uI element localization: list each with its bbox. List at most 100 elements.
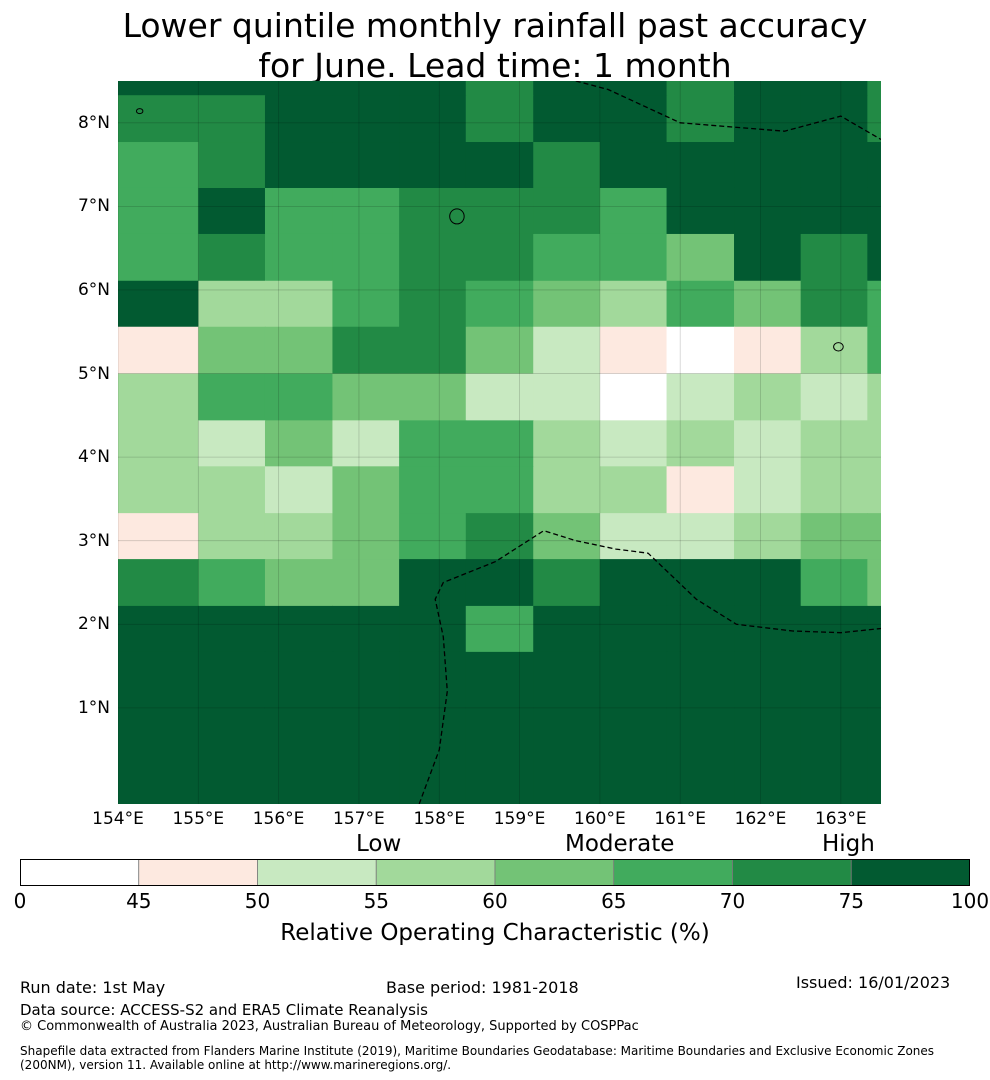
- shapefile-credit-line-2: (200NM), version 11. Available online at…: [20, 1058, 452, 1072]
- colorbar-segment: [138, 859, 258, 886]
- category-moderate-label: Moderate: [565, 831, 675, 857]
- colorbar-segment: [20, 859, 140, 886]
- grid-cell: [599, 326, 668, 375]
- grid-cell: [666, 651, 735, 804]
- grid-cell: [800, 373, 868, 421]
- grid-cell: [399, 233, 467, 282]
- grid-cell: [533, 233, 601, 282]
- grid-cell: [867, 513, 881, 560]
- grid-cell: [867, 559, 881, 607]
- grid-cell: [867, 605, 881, 653]
- longitude-label: 162°E: [734, 809, 787, 829]
- grid-cell: [332, 651, 400, 804]
- island-outline: [135, 108, 144, 115]
- island-outline: [449, 208, 465, 225]
- grid-cell: [734, 373, 802, 421]
- grid-cell: [465, 280, 534, 328]
- grid-cell: [198, 513, 266, 560]
- grid-cell: [666, 373, 735, 421]
- colorbar-tick-label: 50: [244, 889, 271, 913]
- latitude-label: 5°N: [77, 363, 110, 384]
- grid-cell: [867, 420, 881, 467]
- longitude-label: 157°E: [333, 809, 385, 829]
- grid-cell: [867, 326, 881, 375]
- grid-cell: [198, 81, 266, 96]
- map-canvas: [118, 81, 881, 804]
- eez-boundary: [418, 529, 881, 804]
- grid-cell: [666, 513, 735, 560]
- grid-cell: [533, 95, 601, 143]
- grid-cell: [734, 233, 802, 282]
- grid-cell: [867, 187, 881, 235]
- grid-cell: [867, 95, 881, 143]
- grid-cell: [264, 420, 334, 467]
- grid-cell: [264, 280, 334, 328]
- grid-cell: [666, 466, 735, 514]
- grid-cell: [666, 605, 735, 653]
- grid-cell: [264, 233, 334, 282]
- grid-cell: [599, 142, 668, 189]
- colorbar-border: [20, 859, 970, 886]
- grid-cell: [399, 559, 467, 607]
- grid-cell: [867, 233, 881, 282]
- grid-cell: [734, 187, 802, 235]
- grid-cell: [599, 651, 668, 804]
- longitude-label: 159°E: [493, 809, 546, 829]
- grid-cell: [734, 326, 802, 375]
- grid-cell: [800, 466, 868, 514]
- grid-cell: [867, 280, 881, 328]
- grid-cell: [599, 420, 668, 467]
- grid-cell: [332, 95, 400, 143]
- grid-cell: [666, 95, 735, 143]
- grid-cell: [264, 373, 334, 421]
- latitude-label: 2°N: [77, 614, 110, 635]
- grid-cell: [399, 651, 467, 804]
- grid-cell: [800, 326, 868, 375]
- grid-cell: [599, 373, 668, 421]
- longitude-label: 158°E: [413, 809, 466, 829]
- grid-cell: [264, 513, 334, 560]
- grid-cell: [332, 233, 400, 282]
- grid-cell: [533, 187, 601, 235]
- grid-cell: [465, 233, 534, 282]
- latitude-label: 3°N: [77, 530, 110, 551]
- grid-cell: [399, 513, 467, 560]
- colorbar-tick-label: 0: [13, 889, 27, 913]
- colorbar-segment: [613, 859, 733, 886]
- colorbar-segment: [375, 859, 496, 886]
- grid-cell: [118, 326, 199, 375]
- grid-cell: [867, 373, 881, 421]
- grid-cell: [198, 95, 266, 143]
- colorbar-segment: [732, 859, 852, 886]
- colorbar-tick-label: 75: [838, 889, 865, 913]
- grid-cell: [533, 420, 601, 467]
- grid-cell: [800, 142, 868, 189]
- grid-cell: [599, 95, 668, 143]
- longitude-label: 161°E: [654, 809, 707, 829]
- grid-cell: [867, 142, 881, 189]
- data-source: Data source: ACCESS-S2 and ERA5 Climate …: [20, 1001, 428, 1019]
- grid-cell: [734, 420, 802, 467]
- island-outline: [833, 342, 844, 352]
- grid-cell: [198, 605, 266, 653]
- grid-cell: [599, 233, 668, 282]
- colorbar-tick-label: 55: [363, 889, 390, 913]
- grid-cell: [198, 651, 266, 804]
- grid-cell: [734, 605, 802, 653]
- grid-cell: [332, 466, 400, 514]
- shapefile-credit-line-1: Shapefile data extracted from Flanders M…: [20, 1044, 935, 1058]
- grid-cell: [264, 187, 334, 235]
- grid-cell: [399, 373, 467, 421]
- title-line-1: Lower quintile monthly rainfall past acc…: [122, 6, 868, 45]
- grid-cell: [666, 233, 735, 282]
- grid-cell: [399, 466, 467, 514]
- grid-cell: [533, 513, 601, 560]
- category-high-label: High: [822, 831, 875, 857]
- grid-cell: [734, 81, 802, 96]
- grid-cell: [264, 559, 334, 607]
- grid-cell: [599, 605, 668, 653]
- grid-cell: [800, 280, 868, 328]
- grid-cell: [465, 95, 534, 143]
- grid-cell: [118, 559, 199, 607]
- grid-cell: [399, 605, 467, 653]
